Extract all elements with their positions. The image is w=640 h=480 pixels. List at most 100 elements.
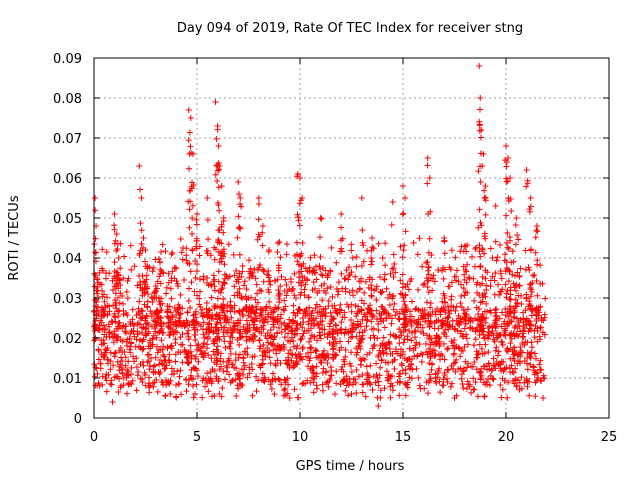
data-point — [504, 229, 511, 236]
data-point — [490, 355, 497, 362]
data-point — [541, 375, 548, 382]
data-point — [464, 306, 471, 313]
data-point — [271, 375, 278, 382]
data-point — [400, 321, 407, 328]
data-point — [174, 280, 181, 287]
data-point — [167, 391, 174, 397]
data-point — [523, 315, 530, 322]
data-point — [278, 320, 285, 327]
data-point — [360, 258, 367, 265]
data-point — [368, 292, 375, 299]
data-point — [368, 261, 375, 268]
data-point — [117, 337, 124, 344]
data-point — [374, 374, 381, 381]
data-point — [111, 350, 118, 357]
data-point — [203, 305, 210, 312]
data-point — [522, 266, 529, 273]
data-point — [432, 352, 439, 359]
data-point — [257, 312, 264, 319]
data-point — [472, 245, 479, 252]
data-point — [164, 303, 171, 310]
data-point — [294, 394, 301, 401]
data-point — [523, 167, 530, 173]
data-point — [293, 251, 300, 258]
data-point — [139, 376, 146, 383]
data-point — [172, 351, 179, 358]
data-point — [456, 345, 463, 352]
data-point — [105, 329, 112, 336]
data-point — [463, 268, 470, 275]
data-point — [518, 374, 525, 381]
data-point — [493, 305, 500, 312]
data-point — [476, 326, 483, 333]
data-point — [280, 392, 287, 399]
data-point — [186, 165, 193, 172]
data-point — [530, 363, 537, 370]
data-point — [470, 275, 477, 282]
data-point — [124, 312, 131, 319]
data-point — [321, 347, 328, 354]
data-point — [377, 288, 384, 295]
data-point — [165, 270, 172, 277]
data-point — [194, 342, 201, 349]
data-point — [318, 359, 325, 366]
data-point — [169, 249, 176, 256]
data-point — [252, 327, 259, 334]
data-point — [503, 143, 509, 149]
data-point — [270, 321, 277, 328]
data-point — [410, 239, 417, 246]
data-point — [459, 380, 466, 387]
data-point — [507, 296, 514, 303]
data-point — [308, 332, 315, 339]
data-point — [358, 336, 365, 343]
data-point — [177, 291, 184, 298]
data-point — [408, 313, 415, 320]
data-point — [155, 319, 162, 326]
data-point — [504, 178, 511, 185]
x-axis-label: GPS time / hours — [296, 459, 405, 474]
data-point — [140, 235, 147, 241]
data-point — [387, 331, 394, 338]
data-point — [102, 374, 109, 381]
data-point — [301, 292, 308, 299]
data-point — [231, 302, 238, 309]
data-point — [370, 312, 377, 319]
data-point — [267, 360, 274, 367]
data-point — [134, 330, 141, 337]
data-point — [382, 240, 389, 247]
data-point — [314, 320, 321, 327]
data-point — [534, 257, 541, 264]
data-point — [325, 271, 332, 278]
y-tick-label: 0 — [74, 412, 82, 427]
data-point — [192, 314, 199, 321]
data-point — [364, 316, 371, 323]
data-point — [531, 327, 538, 334]
data-point — [94, 275, 101, 281]
data-point — [396, 392, 403, 399]
data-point — [400, 247, 407, 254]
data-point — [342, 387, 349, 394]
data-point — [373, 371, 380, 378]
data-point — [199, 394, 206, 401]
data-point — [507, 355, 514, 362]
data-point — [376, 347, 383, 354]
data-point — [216, 314, 223, 321]
data-point — [504, 308, 511, 315]
data-point — [189, 179, 196, 186]
data-point — [299, 333, 306, 340]
data-point — [228, 361, 235, 368]
data-point — [218, 183, 225, 189]
data-point — [348, 247, 355, 254]
data-point — [331, 351, 338, 358]
data-point — [123, 288, 130, 295]
data-point — [450, 365, 457, 372]
data-point — [500, 368, 507, 375]
data-point — [314, 309, 321, 316]
data-point — [227, 345, 234, 352]
data-point — [394, 379, 401, 386]
data-point — [511, 309, 518, 316]
data-point — [96, 382, 103, 389]
data-point — [274, 330, 281, 337]
data-point — [134, 372, 141, 379]
data-point — [415, 306, 422, 313]
